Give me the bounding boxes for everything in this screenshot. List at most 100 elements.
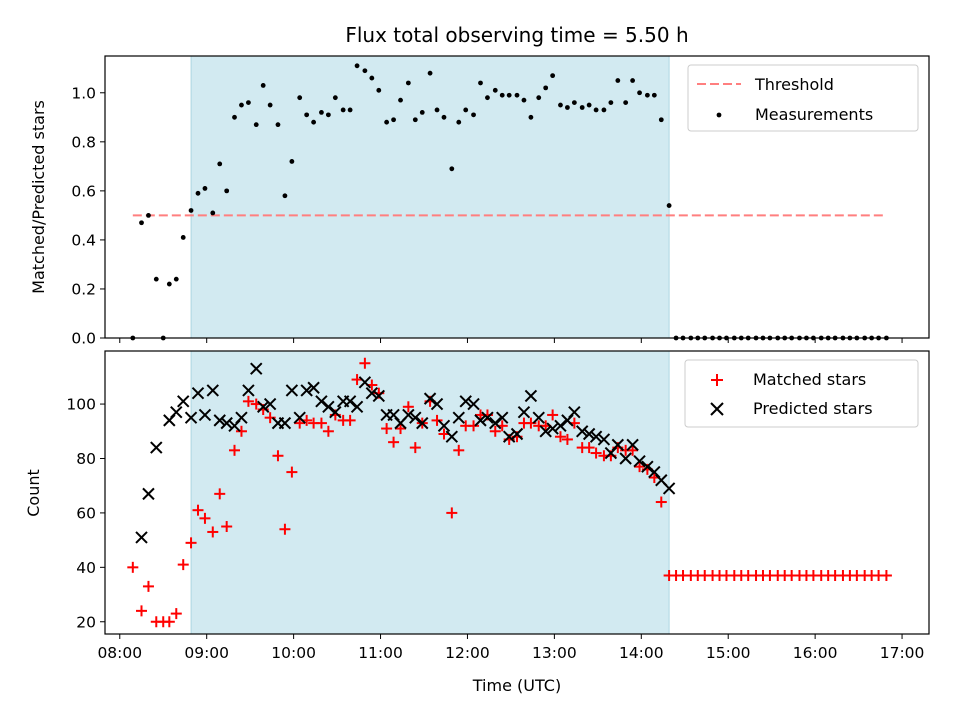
- measurement-point-35: [384, 119, 390, 125]
- predicted-point-16: [256, 400, 270, 413]
- measurement-point-31: [354, 63, 360, 69]
- bottom-xtick-label-4: 12:00: [445, 644, 490, 662]
- measurement-point-63: [586, 102, 592, 108]
- bottom-x-ticks: 08:00 09:00 10:00 11:00 12:00 13:00 14:00 15:00…: [97, 634, 924, 662]
- predicted-point-43: [452, 411, 465, 424]
- predicted-point-24: [315, 395, 328, 408]
- predicted-point-45: [467, 397, 480, 411]
- predicted-point-69: [641, 460, 654, 473]
- predicted-point-36: [402, 408, 415, 422]
- predicted-point-26: [329, 406, 342, 419]
- measurement-point-68: [623, 100, 629, 105]
- matched-point-42: [431, 414, 443, 426]
- predicted-point-54: [532, 411, 545, 424]
- top-legend: Threshold Measurements: [687, 64, 919, 132]
- measurement-point-3: [153, 276, 159, 282]
- measurement-point-36: [391, 117, 396, 123]
- measurement-point-20: [275, 122, 281, 128]
- x-axis-label: Time (UTC): [472, 676, 561, 695]
- predicted-point-0: [135, 531, 148, 544]
- bottom-xtick-label-5: 13:00: [532, 644, 577, 662]
- measurement-point-51: [499, 92, 505, 98]
- measurement-point-32: [362, 68, 368, 74]
- matched-point-26: [315, 417, 327, 429]
- predicted-point-2: [150, 441, 163, 454]
- predicted-point-53: [524, 389, 538, 403]
- matched-point-70: [634, 461, 646, 473]
- measurement-point-26: [319, 110, 324, 115]
- matched-point-47: [468, 420, 480, 432]
- predicted-point-56: [546, 422, 559, 435]
- matched-point-0: [127, 561, 139, 573]
- predicted-point-37: [409, 411, 422, 424]
- matched-point-59: [554, 431, 566, 443]
- measurement-point-74: [666, 203, 672, 208]
- top-ytick-label-4: 0.8: [71, 133, 96, 151]
- bottom-xtick-label-2: 10:00: [271, 644, 316, 662]
- predicted-point-57: [554, 419, 567, 433]
- predicted-point-29: [350, 400, 364, 413]
- bottom-y-axis-label: Count: [24, 469, 43, 517]
- predicted-point-15: [250, 362, 263, 375]
- predicted-point-47: [481, 411, 494, 424]
- predicted-point-7: [191, 386, 205, 400]
- measurement-point-57: [543, 85, 549, 91]
- top-ytick-label-0: 0.0: [71, 330, 96, 348]
- measurement-point-45: [456, 119, 462, 125]
- predicted-point-20: [285, 384, 299, 397]
- measurement-point-11: [210, 210, 216, 216]
- bottom-legend: Matched stars Predicted stars: [684, 359, 919, 428]
- measurement-point-16: [246, 100, 251, 105]
- top-ytick-label-2: 0.4: [71, 231, 96, 249]
- measurement-point-29: [340, 107, 346, 113]
- matched-stars-series: [127, 357, 892, 628]
- bottom-xtick-label-7: 15:00: [706, 644, 751, 662]
- chart-title: Flux total observing time = 5.50 h: [345, 23, 688, 47]
- measurement-point-41: [427, 70, 433, 76]
- measurement-point-53: [514, 92, 520, 98]
- predicted-point-49: [496, 411, 509, 424]
- matched-point-35: [381, 423, 393, 435]
- measurement-point-65: [601, 107, 607, 113]
- matched-point-22: [286, 466, 298, 478]
- matched-point-44: [446, 507, 458, 519]
- measurement-point-12: [217, 161, 223, 167]
- measurement-point-18: [260, 83, 266, 88]
- matched-point-50: [489, 425, 501, 437]
- measurement-point-67: [615, 78, 621, 83]
- predicted-point-21: [293, 411, 306, 424]
- matched-point-21: [279, 523, 291, 535]
- predicted-point-23: [307, 381, 320, 394]
- predicted-point-41: [437, 419, 451, 433]
- measurement-point-25: [311, 119, 317, 125]
- top-y-ticks: 0.0 0.2 0.4 0.6 0.8 1.0: [71, 84, 105, 348]
- matched-point-11: [207, 526, 219, 538]
- legend-matched-label: Matched stars: [753, 370, 866, 389]
- predicted-point-72: [662, 482, 676, 495]
- measurement-point-64: [593, 107, 599, 113]
- matched-point-1: [136, 605, 148, 617]
- predicted-point-46: [474, 414, 487, 427]
- measurement-point-33: [369, 75, 375, 81]
- bottom-xtick-label-9: 17:00: [880, 644, 925, 662]
- measurement-point-50: [492, 87, 498, 93]
- matched-point-60: [561, 433, 573, 445]
- predicted-stars-series: [135, 362, 676, 544]
- bottom-ytick-label-0: 20: [76, 613, 96, 631]
- measurement-point-60: [565, 105, 570, 110]
- predicted-point-65: [611, 438, 625, 452]
- top-x-ticks: [119, 338, 903, 343]
- bottom-xtick-label-1: 09:00: [184, 644, 229, 662]
- measurement-point-55: [528, 114, 534, 120]
- predicted-point-50: [502, 430, 516, 443]
- observing-window-bottom: [190, 350, 670, 635]
- measurement-point-52: [506, 92, 512, 98]
- legend-predicted-label: Predicted stars: [753, 399, 873, 418]
- measurement-point-47: [471, 112, 476, 118]
- legend-matched-swatch: [711, 374, 723, 386]
- predicted-point-5: [177, 395, 190, 408]
- matched-point-5: [163, 616, 175, 628]
- matched-point-32: [359, 357, 371, 369]
- measurement-point-56: [536, 95, 542, 101]
- bottom-ytick-label-1: 40: [76, 559, 96, 577]
